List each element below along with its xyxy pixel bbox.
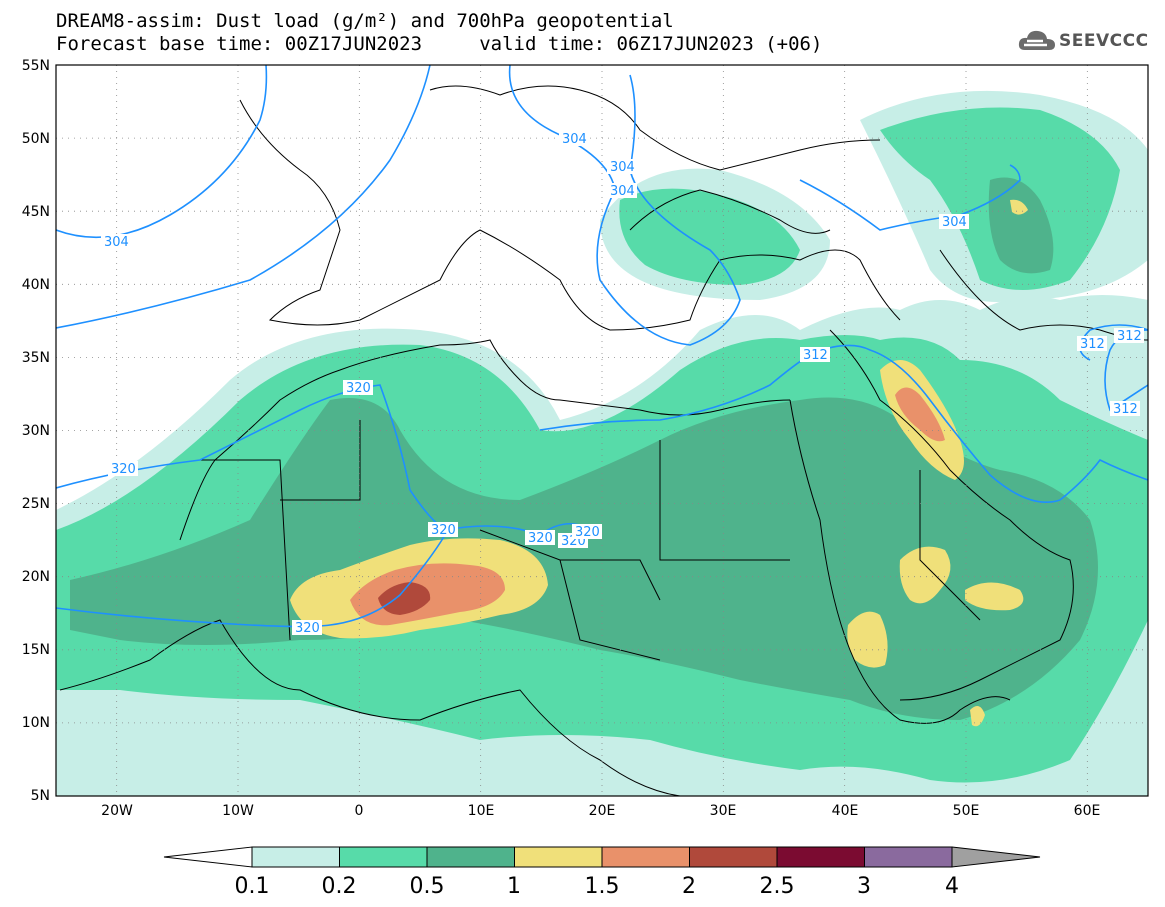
map-title: DREAM8-assim: Dust load (g/m²) and 700hP… xyxy=(56,10,674,32)
dust-region-1.5 xyxy=(895,387,945,442)
contour-label-bg xyxy=(1114,328,1144,343)
colorbar-label: 4 xyxy=(945,874,959,899)
colorbar-swatch xyxy=(601,846,690,868)
contour-label-bg xyxy=(800,347,830,362)
contour-label-bg xyxy=(572,524,602,539)
contour-label: 320 xyxy=(111,462,136,477)
contour-label-bg xyxy=(101,234,131,249)
contour-label-bg xyxy=(607,183,637,198)
contour-label: 320 xyxy=(528,531,553,546)
colorbar-swatch xyxy=(251,846,340,868)
dust-region-1 xyxy=(1010,199,1028,215)
colorbar-label: 1.5 xyxy=(585,874,620,899)
contour-label-bg xyxy=(108,461,138,476)
contour-label-bg xyxy=(1110,401,1140,416)
contour-label: 312 xyxy=(1080,337,1105,352)
dust-region-1 xyxy=(847,611,888,668)
lon-label: 30E xyxy=(710,803,737,819)
contour-label: 320 xyxy=(346,381,371,396)
contour-label: 312 xyxy=(1117,329,1142,344)
lon-label: 20E xyxy=(589,803,616,819)
colorbar-swatch xyxy=(864,846,953,868)
dust-region-0.2 xyxy=(619,188,800,285)
contour-label: 304 xyxy=(942,215,967,230)
lat-label: 45N xyxy=(22,204,50,220)
colorbar-label: 0.5 xyxy=(410,874,445,899)
longitude-labels: 20W 10W 0 10E 20E 30E 40E 50E 60E xyxy=(101,803,1100,819)
dust-region-1 xyxy=(965,582,1024,611)
map-frame xyxy=(55,64,1149,797)
lon-label: 20W xyxy=(101,803,133,819)
contour-label: 304 xyxy=(610,184,635,199)
colorbar-label: 1 xyxy=(507,874,521,899)
contour-label-bg xyxy=(292,620,322,635)
contour-label: 304 xyxy=(562,132,587,147)
forecast-time-subtitle: Forecast base time: 00Z17JUN2023 valid t… xyxy=(56,33,823,55)
lon-label: 50E xyxy=(953,803,980,819)
contour-label: 320 xyxy=(575,525,600,540)
geopotential-contours xyxy=(56,65,1148,628)
colorbar-swatch xyxy=(776,846,865,868)
colorbar-label: 3 xyxy=(857,874,871,899)
contour-label: 320 xyxy=(431,523,456,538)
logo-text: SEEVCCC xyxy=(1059,31,1149,51)
colorbar xyxy=(163,846,1041,868)
dust-region-0.5 xyxy=(988,177,1054,274)
latitude-labels: 55N 50N 45N 40N 35N 30N 25N 20N 15N 10N … xyxy=(22,58,50,804)
lat-label: 5N xyxy=(31,788,50,804)
colorbar-swatch xyxy=(339,846,428,868)
contour-label-bg xyxy=(559,131,589,146)
lat-label: 20N xyxy=(22,569,50,585)
graticule xyxy=(56,65,1148,796)
lon-label: 60E xyxy=(1074,803,1101,819)
contour-label-bg xyxy=(607,159,637,174)
lon-label: 10E xyxy=(468,803,495,819)
contour-label-bg xyxy=(939,214,969,229)
colorbar-under-triangle xyxy=(163,846,253,868)
lat-label: 15N xyxy=(22,642,50,658)
colorbar-tick-labels: 0.1 0.2 0.5 1 1.5 2 2.5 3 4 xyxy=(235,874,960,899)
lat-label: 55N xyxy=(22,58,50,74)
dust-region-2 xyxy=(378,582,431,615)
contour-labels: 304 304 304 304 304 312 312 312 312 320 … xyxy=(101,131,1144,636)
contour-label-bg xyxy=(1077,336,1107,351)
colorbar-swatch xyxy=(689,846,778,868)
lon-label: 10W xyxy=(222,803,254,819)
contour-label: 320 xyxy=(295,621,320,636)
colorbar-over-triangle xyxy=(951,846,1041,868)
contour-label: 304 xyxy=(610,160,635,175)
dust-region-1 xyxy=(970,706,985,727)
lon-label: 0 xyxy=(355,803,364,819)
colorbar-swatch xyxy=(426,846,515,868)
cloud-icon xyxy=(1018,30,1055,50)
colorbar-label: 2.5 xyxy=(760,874,795,899)
lat-label: 30N xyxy=(22,423,50,439)
contour-label-bg xyxy=(428,522,458,537)
dust-region-1 xyxy=(899,546,951,604)
lat-label: 40N xyxy=(22,277,50,293)
contour-label: 304 xyxy=(104,235,129,250)
lon-label: 40E xyxy=(832,803,859,819)
lat-label: 10N xyxy=(22,715,50,731)
coastlines xyxy=(59,85,1148,796)
contour-label: 312 xyxy=(1113,402,1138,417)
contour-label: 312 xyxy=(803,348,828,363)
colorbar-label: 2 xyxy=(682,874,696,899)
colorbar-label: 0.1 xyxy=(235,874,270,899)
lat-label: 25N xyxy=(22,496,50,512)
contour-label-bg xyxy=(343,380,373,395)
seevccc-logo: SEEVCCC xyxy=(1017,26,1157,56)
lat-label: 50N xyxy=(22,131,50,147)
contour-label-bg xyxy=(525,530,555,545)
dust-region-0.5 xyxy=(70,397,1098,720)
colorbar-swatch xyxy=(514,846,603,868)
colorbar-label: 0.2 xyxy=(322,874,357,899)
lat-label: 35N xyxy=(22,350,50,366)
